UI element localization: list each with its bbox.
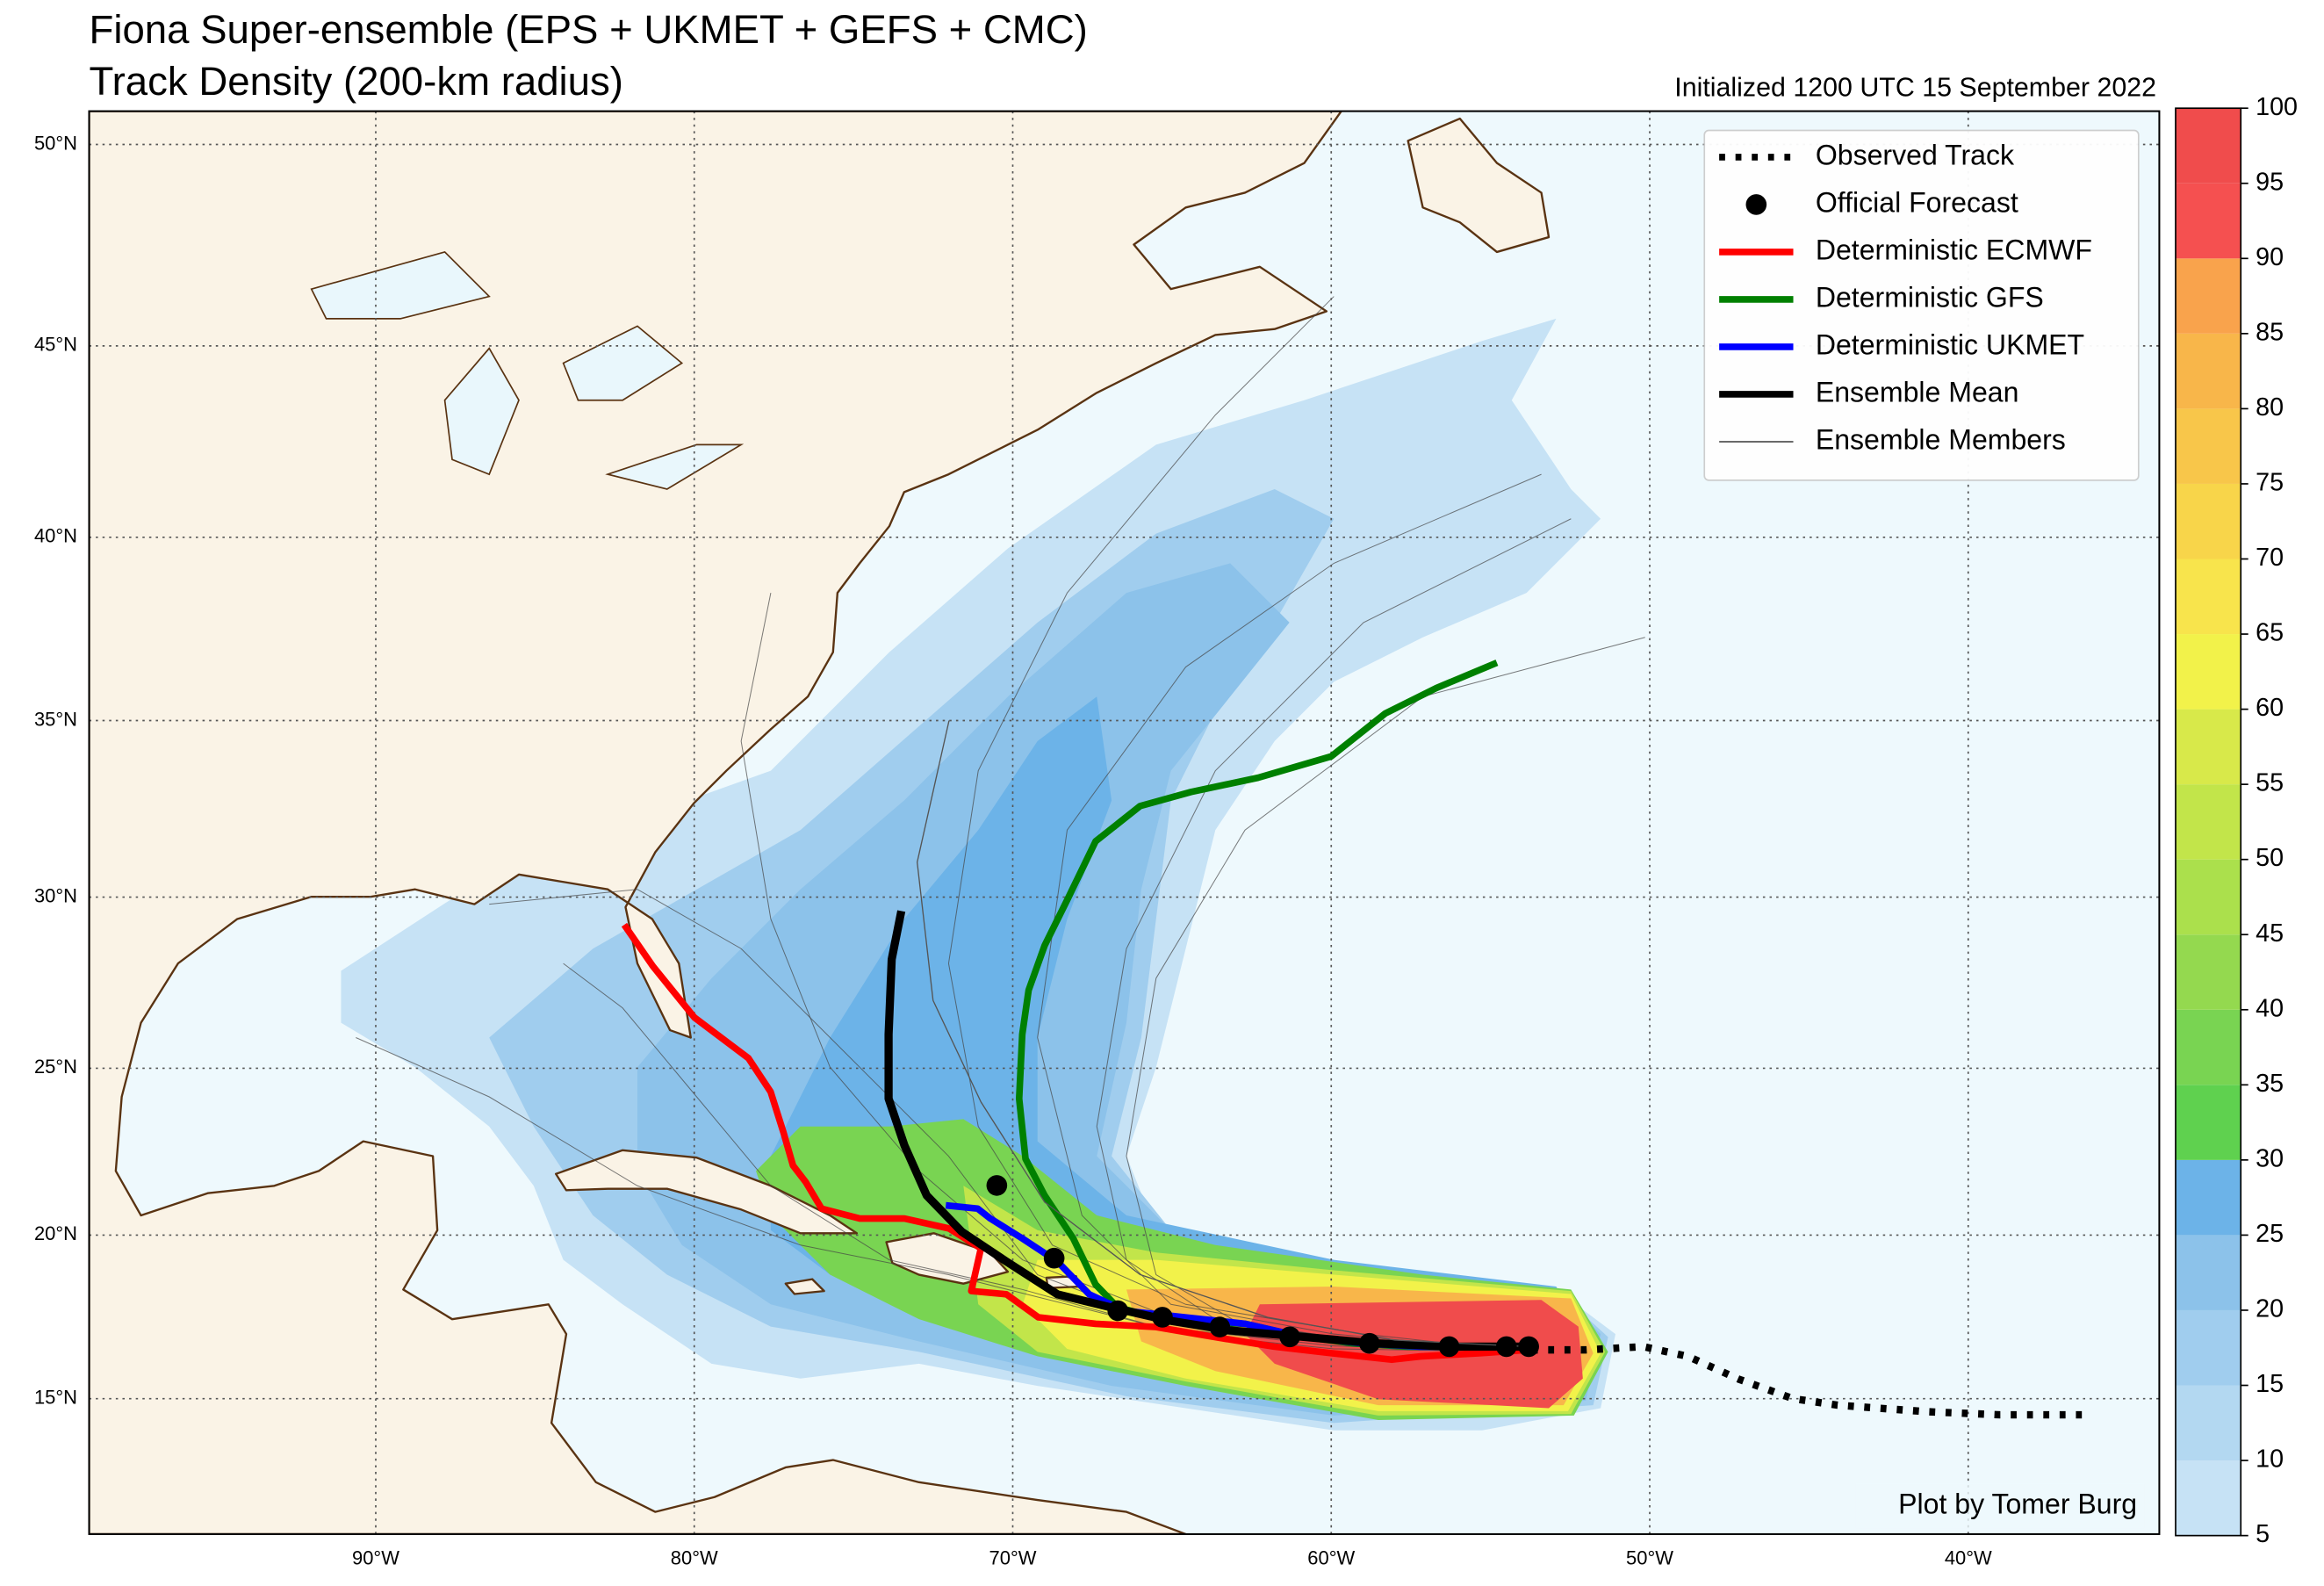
init-time: Initialized 1200 UTC 15 September 2022	[1674, 72, 2156, 102]
title-line: Fiona Super-ensemble (EPS + UKMET + GEFS…	[89, 7, 1087, 52]
colorbar-tick-label: 5	[2256, 1520, 2270, 1548]
colorbar-frame	[2175, 107, 2242, 1537]
colorbar-segment	[2175, 1009, 2241, 1085]
track-dotted	[1531, 1343, 2090, 1419]
colorbar-segment	[2175, 408, 2241, 484]
colorbar-segment	[2175, 1460, 2241, 1536]
forecast-point	[1152, 1307, 1173, 1328]
map-frame	[88, 110, 2161, 1535]
legend-label: Deterministic UKMET	[1816, 328, 2084, 360]
forecast-point	[986, 1175, 1008, 1196]
lake	[605, 443, 745, 490]
colorbar-tick-label: 70	[2256, 544, 2284, 572]
lake	[310, 250, 491, 320]
colorbar-segment	[2175, 1309, 2241, 1386]
colorbar-tick-label: 90	[2256, 243, 2284, 271]
track-mean	[884, 910, 1529, 1352]
colorbar-tick-label: 60	[2256, 694, 2284, 722]
y-tick-label: 30°N	[34, 884, 77, 906]
colorbar-tick-label: 10	[2256, 1445, 2284, 1474]
track-member	[916, 720, 1529, 1348]
y-tick-label: 40°N	[34, 525, 77, 547]
colorbar-segment	[2175, 1385, 2241, 1461]
y-tick-label: 15°N	[34, 1386, 77, 1408]
legend-box	[1703, 129, 2140, 481]
lake	[443, 347, 520, 476]
colorbar-tick-label: 50	[2256, 844, 2284, 872]
x-tick-label: 40°W	[1945, 1546, 1992, 1568]
colorbar-tick-label: 85	[2256, 318, 2284, 346]
tracks	[621, 660, 2090, 1419]
colorbar-segment	[2175, 1235, 2241, 1310]
colorbar-segment	[2175, 634, 2241, 710]
colorbar-segment	[2175, 559, 2241, 635]
legend-label: Observed Track	[1816, 139, 2015, 170]
cuba	[554, 1149, 858, 1235]
legend-label: Deterministic GFS	[1816, 281, 2044, 313]
colorbar-tick-label: 75	[2256, 469, 2284, 497]
legend-label: Ensemble Mean	[1816, 376, 2019, 407]
north-america	[89, 111, 1342, 1534]
member-track	[1037, 473, 1542, 1352]
colorbar-segment	[2175, 258, 2241, 334]
colorbar-segment	[2175, 108, 2241, 184]
forecast-point	[1209, 1316, 1231, 1337]
x-tick-label: 70°W	[989, 1546, 1037, 1568]
jamaica	[784, 1278, 825, 1295]
legend-marker	[1745, 194, 1767, 215]
colorbar-segment	[2175, 183, 2241, 259]
x-tick-label: 80°W	[671, 1546, 718, 1568]
colorbar-segment	[2175, 709, 2241, 785]
y-tick-label: 45°N	[34, 334, 77, 356]
colorbar-tick-label: 100	[2256, 93, 2298, 121]
forecast-point	[1495, 1336, 1517, 1358]
legend-label: Official Forecast	[1816, 186, 2018, 218]
colorbar-tick-label: 30	[2256, 1144, 2284, 1172]
colorbar-segment	[2175, 1159, 2241, 1236]
forecast-point	[1279, 1326, 1300, 1348]
colorbar-segment	[2175, 934, 2241, 1010]
colorbar-tick-label: 45	[2256, 919, 2284, 948]
y-tick-label: 50°N	[34, 132, 77, 154]
colorbar-tick-label: 20	[2256, 1295, 2284, 1323]
title-line: Track Density (200-km radius)	[89, 59, 622, 104]
colorbar-tick-label: 15	[2256, 1370, 2284, 1398]
legend-label: Ensemble Members	[1816, 423, 2066, 455]
newfoundland	[1407, 117, 1551, 254]
colorbar: 5 10 15 20 25 30 35 40 45 50 55 60 65 70 75 80 85 90 95 100	[2175, 93, 2298, 1548]
member-track	[947, 296, 1527, 1352]
credit: Plot by Tomer Burg	[1898, 1488, 2137, 1519]
forecast-point	[1358, 1332, 1380, 1354]
credit-bg	[1855, 1483, 2145, 1529]
x-tick-label: 50°W	[1626, 1546, 1673, 1568]
x-tick-label: 60°W	[1307, 1546, 1355, 1568]
colorbar-segment	[2175, 483, 2241, 559]
colorbar-tick-label: 25	[2256, 1220, 2284, 1248]
colorbar-tick-label: 35	[2256, 1070, 2284, 1098]
forecast-point	[1518, 1336, 1539, 1358]
lake	[562, 325, 684, 401]
colorbar-segment	[2175, 859, 2241, 935]
colorbar-segment	[2175, 333, 2241, 409]
colorbar-tick-label: 65	[2256, 619, 2284, 647]
member-track	[563, 962, 1527, 1352]
colorbar-tick-label: 80	[2256, 393, 2284, 422]
colorbar-tick-label: 95	[2256, 168, 2284, 196]
colorbar-segment	[2175, 784, 2241, 860]
y-tick-label: 35°N	[34, 708, 77, 730]
colorbar-segment	[2175, 1085, 2241, 1160]
forecast-point	[1438, 1336, 1460, 1358]
colorbar-tick-label: 55	[2256, 769, 2284, 797]
x-tick-label: 90°W	[352, 1546, 399, 1568]
grid	[89, 111, 2160, 1534]
y-tick-label: 25°N	[34, 1056, 77, 1078]
legend-label: Deterministic ECMWF	[1816, 234, 2092, 265]
legend: Observed Track Official Forecast Determini…	[1703, 129, 2140, 481]
colorbar-tick-label: 40	[2256, 994, 2284, 1022]
axis-labels: 90°W 80°W 70°W 60°W 50°W 40°W 15°N 20°N 25°N 30°N…	[34, 132, 1992, 1568]
forecast-point	[1107, 1300, 1129, 1322]
forecast-point	[1043, 1247, 1065, 1269]
y-tick-label: 20°N	[34, 1222, 77, 1244]
